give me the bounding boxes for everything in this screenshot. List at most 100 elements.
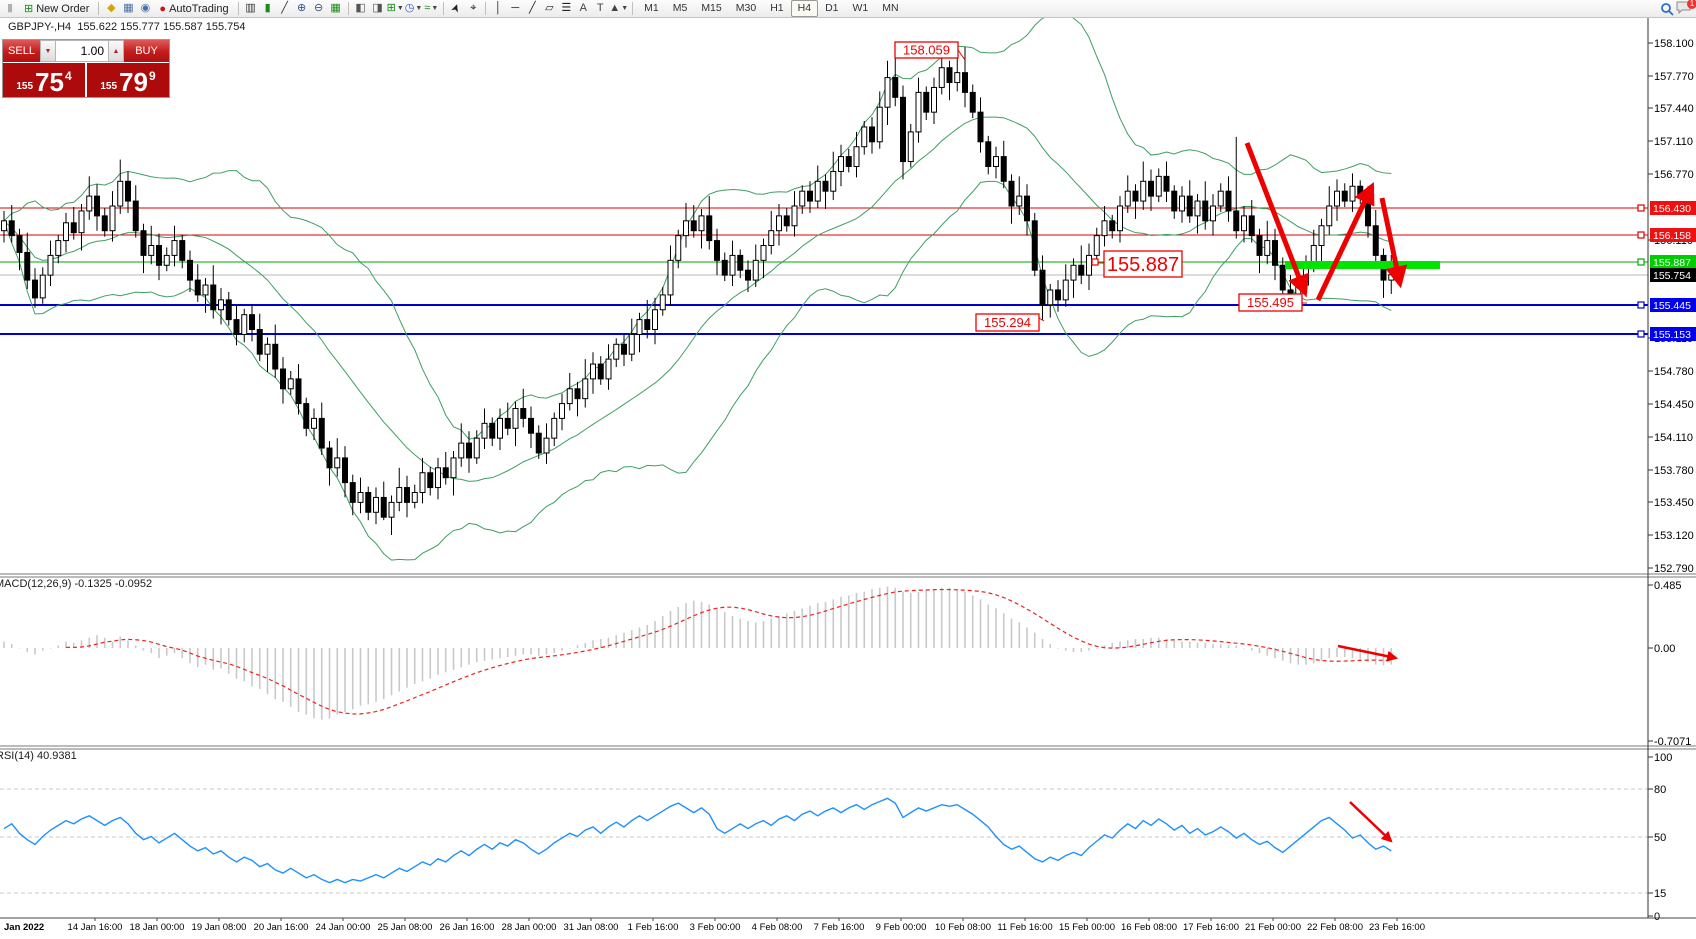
timeframe-h1[interactable]: H1: [770, 2, 784, 14]
vertical-line-icon[interactable]: │: [490, 1, 506, 16]
buy-price-pip: 9: [148, 69, 156, 83]
svg-text:25 Jan 08:00: 25 Jan 08:00: [378, 922, 433, 933]
indicators-icon[interactable]: ≈ ▼: [423, 1, 439, 16]
tile-windows-icon[interactable]: ▦: [328, 1, 344, 16]
new-chart-icon[interactable]: ⊞ ▼: [387, 1, 404, 16]
svg-text:11 Feb 16:00: 11 Feb 16:00: [997, 922, 1052, 933]
svg-text:0.00: 0.00: [1654, 643, 1675, 655]
crosshair-icon[interactable]: ⌖: [465, 1, 481, 16]
timeframe-m30[interactable]: M30: [735, 2, 757, 14]
text-label-icon[interactable]: T: [592, 1, 608, 16]
cursor-icon-glyph: ➤: [448, 1, 464, 15]
fibonacci-icon[interactable]: ☰: [558, 1, 574, 16]
line-chart-icon[interactable]: ╱: [277, 1, 293, 16]
svg-text:155.887: 155.887: [1653, 257, 1691, 269]
svg-text:-0.7071: -0.7071: [1654, 736, 1691, 748]
svg-text:80: 80: [1654, 784, 1666, 796]
price-label-155.887[interactable]: 155.887: [1091, 250, 1183, 278]
timeframe-d1[interactable]: D1: [825, 2, 839, 14]
price-label-158.059[interactable]: 158.059: [894, 41, 966, 61]
chart-symbol-period: GBPJPY-,H4: [8, 21, 72, 33]
clipped-icon[interactable]: ▮: [2, 1, 18, 16]
price-axis[interactable]: 158.100 157.770 157.440 157.110 156.770 156.1…: [1637, 18, 1696, 923]
buy-price-button[interactable]: 155 79 9: [87, 63, 169, 97]
bar-chart-icon[interactable]: ▥: [243, 1, 259, 16]
svg-text:153.120: 153.120: [1654, 530, 1694, 542]
svg-text:22 Feb 08:00: 22 Feb 08:00: [1307, 922, 1363, 933]
zoom-out-icon[interactable]: ⊖: [311, 1, 327, 16]
timeframe-buttons: M1 M5 M15 M30 H1 H4 D1 W1 MN: [637, 0, 905, 17]
sell-price-pip: 4: [64, 69, 72, 83]
new-chart-icon-dropdown[interactable]: ▼: [396, 5, 404, 12]
time-axis[interactable]: Jan 2022 14 Jan 16:00 18 Jan 00:00 19 Jan 0…: [0, 917, 1696, 933]
signals-icon[interactable]: ◉: [137, 1, 153, 16]
svg-text:3 Feb 00:00: 3 Feb 00:00: [690, 922, 741, 933]
svg-text:155.887: 155.887: [1107, 254, 1179, 276]
cascade-windows-icon[interactable]: ◨: [370, 1, 386, 16]
toolbar-separator: [443, 2, 445, 15]
text-label-icon-glyph: T: [596, 2, 604, 14]
svg-text:14 Jan 16:00: 14 Jan 16:00: [68, 922, 123, 933]
trend-arrow-1: [1244, 142, 1309, 298]
svg-text:24 Jan 00:00: 24 Jan 00:00: [316, 922, 371, 933]
svg-text:100: 100: [1654, 752, 1672, 764]
one-click-trading-panel: SELL ▼ ▲ BUY 155 75 4 155 79 9: [2, 39, 170, 98]
arrange-windows-icon[interactable]: ◧: [353, 1, 369, 16]
timeframe-w1[interactable]: W1: [852, 2, 869, 14]
macd-pane: [3, 586, 1393, 720]
search-icon[interactable]: [1659, 1, 1675, 16]
profiles-icon-glyph: ◷: [404, 2, 415, 14]
horizontal-level-lines[interactable]: [0, 207, 1648, 335]
market-watch-icon[interactable]: ▦: [120, 1, 136, 16]
zoom-in-icon[interactable]: ⊕: [294, 1, 310, 16]
arrows-shapes-icon-dropdown[interactable]: ▼: [621, 5, 629, 12]
svg-text:50: 50: [1654, 832, 1666, 844]
alerts-icon-glyph: ◆: [107, 2, 116, 14]
equidistant-channel-icon[interactable]: ▱: [541, 1, 557, 16]
support-zone-bar: [1285, 261, 1440, 269]
sell-button[interactable]: SELL: [3, 40, 40, 62]
arrows-shapes-icon[interactable]: ▲ ▼: [609, 1, 628, 16]
alerts-icon[interactable]: ◆: [103, 1, 119, 16]
svg-text:1 Feb 16:00: 1 Feb 16:00: [628, 922, 679, 933]
profiles-icon-dropdown[interactable]: ▼: [415, 5, 423, 12]
price-label-155.294[interactable]: 155.294: [975, 313, 1045, 332]
svg-text:26 Jan 16:00: 26 Jan 16:00: [440, 922, 495, 933]
autotrading-button[interactable]: ● AutoTrading: [154, 1, 233, 17]
quantity-input[interactable]: [56, 40, 108, 62]
buy-button[interactable]: BUY: [124, 40, 169, 62]
trend-arrow-5: [1349, 801, 1393, 843]
candlestick-chart-icon[interactable]: ▮: [260, 1, 276, 16]
quantity-decrease-button[interactable]: ▼: [40, 40, 56, 62]
svg-text:155.153: 155.153: [1653, 329, 1691, 341]
bar-chart-icon-glyph: ▥: [245, 2, 256, 14]
new-order-button-glyph: ⊞: [24, 3, 34, 15]
zoom-in-icon-glyph: ⊕: [296, 2, 307, 14]
toolbar-separator: [237, 2, 239, 15]
text-icon[interactable]: A: [575, 1, 591, 16]
chart-ohlc-values: 155.622 155.777 155.587 155.754: [77, 21, 246, 33]
sell-price-button[interactable]: 155 75 4: [3, 63, 85, 97]
trendline-icon[interactable]: ╱: [524, 1, 540, 16]
timeframe-mn[interactable]: MN: [882, 2, 899, 14]
svg-text:20 Jan 16:00: 20 Jan 16:00: [254, 922, 309, 933]
timeframe-m5[interactable]: M5: [672, 2, 688, 14]
price-label-155.495[interactable]: 155.495: [1238, 293, 1307, 312]
timeframe-m15[interactable]: M15: [701, 2, 722, 14]
arrows-shapes-icon-glyph: ▲: [609, 2, 621, 14]
quantity-increase-button[interactable]: ▲: [108, 40, 124, 62]
profiles-icon[interactable]: ◷ ▼: [405, 1, 423, 16]
text-icon-glyph: A: [579, 2, 587, 14]
indicators-icon-dropdown[interactable]: ▼: [431, 5, 439, 12]
sell-price-prefix: 155: [16, 81, 34, 92]
timeframe-h4[interactable]: H4: [790, 0, 819, 17]
horizontal-line-icon[interactable]: ─: [507, 1, 523, 16]
cursor-icon[interactable]: ➤: [448, 1, 464, 16]
new-order-button[interactable]: ⊞ New Order: [19, 1, 94, 17]
chat-icon[interactable]: 1: [1676, 0, 1696, 16]
rsi-line: [3, 797, 1392, 884]
chart-annotations[interactable]: 158.059 155.887 155.294 155.495: [894, 41, 1440, 843]
pane-separators[interactable]: [0, 573, 1696, 750]
timeframe-m1[interactable]: M1: [644, 2, 659, 14]
